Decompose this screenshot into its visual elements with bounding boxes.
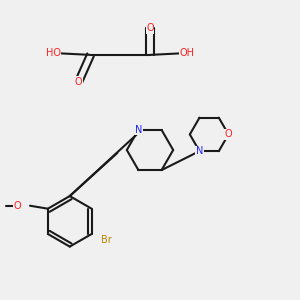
Text: O: O	[75, 76, 82, 87]
Text: N: N	[135, 125, 142, 135]
Text: O: O	[14, 201, 21, 211]
Text: N: N	[196, 146, 203, 156]
Text: O: O	[146, 23, 154, 33]
Text: OH: OH	[180, 48, 195, 59]
Text: HO: HO	[46, 48, 61, 59]
Text: Br: Br	[100, 235, 111, 245]
Text: O: O	[225, 129, 232, 140]
